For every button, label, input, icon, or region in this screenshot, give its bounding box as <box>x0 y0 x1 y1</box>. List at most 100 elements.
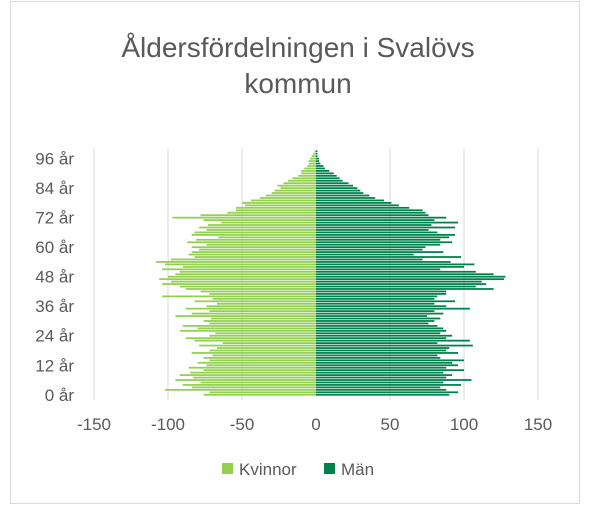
bar-kvinnor-38 <box>194 300 316 303</box>
bar-man-69 <box>316 224 432 226</box>
bar-man-68 <box>316 226 456 229</box>
bar-kvinnor-70 <box>221 221 316 224</box>
bar-kvinnor-91 <box>301 170 316 172</box>
bar-kvinnor-2 <box>165 388 316 391</box>
bar-kvinnor-51 <box>162 268 316 271</box>
y-tick-label: 0 år <box>45 386 75 405</box>
bar-kvinnor-24 <box>209 334 316 337</box>
y-tick-label: 84 år <box>35 179 74 198</box>
bar-man-10 <box>316 369 464 372</box>
bar-kvinnor-77 <box>244 204 316 207</box>
bar-man-63 <box>316 238 441 241</box>
bar-man-22 <box>316 339 470 342</box>
bar-kvinnor-5 <box>200 381 316 384</box>
bar-kvinnor-67 <box>206 229 316 231</box>
bar-man-0 <box>316 393 450 396</box>
bar-kvinnor-34 <box>209 310 316 313</box>
bar-man-1 <box>316 391 459 394</box>
bar-man-97 <box>316 155 318 158</box>
y-tick-label: 72 år <box>35 209 74 228</box>
bar-kvinnor-68 <box>199 226 316 229</box>
bar-man-11 <box>316 366 447 369</box>
bar-man-26 <box>316 329 447 332</box>
bar-man-27 <box>316 327 444 330</box>
legend: Kvinnor Män <box>222 460 374 479</box>
bar-man-51 <box>316 268 441 271</box>
bar-kvinnor-71 <box>203 219 316 221</box>
bar-kvinnor-9 <box>190 371 316 374</box>
x-tick-label: 100 <box>450 415 478 434</box>
bar-man-66 <box>316 231 438 234</box>
bar-kvinnor-75 <box>236 209 316 212</box>
bar-kvinnor-66 <box>194 231 316 234</box>
bar-man-47 <box>316 278 504 281</box>
bar-man-44 <box>316 285 476 288</box>
bar-kvinnor-40 <box>162 295 316 298</box>
bar-kvinnor-59 <box>199 248 316 251</box>
bar-man-85 <box>316 184 353 187</box>
bar-man-30 <box>316 320 435 322</box>
bar-man-98 <box>316 152 318 155</box>
bar-man-55 <box>316 258 423 261</box>
y-axis-tick-labels: 0 år 12 år 24 år 36 år 48 år 60 år 72 år 84 år 9… <box>35 150 74 405</box>
bar-kvinnor-15 <box>203 356 316 359</box>
bar-man-40 <box>316 295 438 298</box>
bar-man-38 <box>316 300 456 303</box>
y-tick-label: 36 år <box>35 297 74 316</box>
series-kvinnor <box>156 150 316 396</box>
bar-kvinnor-14 <box>209 359 316 362</box>
bar-man-79 <box>316 199 385 202</box>
bar-kvinnor-62 <box>187 241 316 244</box>
bar-man-54 <box>316 261 451 263</box>
bar-kvinnor-74 <box>227 211 316 214</box>
bar-kvinnor-73 <box>200 214 316 217</box>
bar-kvinnor-3 <box>191 386 316 389</box>
y-tick-label: 12 år <box>35 356 74 375</box>
x-tick-label: -100 <box>151 415 185 434</box>
bar-man-15 <box>316 356 441 359</box>
bar-kvinnor-96 <box>310 157 316 160</box>
bar-man-14 <box>316 359 464 362</box>
bar-man-89 <box>316 174 337 177</box>
bar-man-71 <box>316 219 435 221</box>
bar-man-8 <box>316 374 453 376</box>
bar-man-83 <box>316 189 361 192</box>
x-axis-tick-labels: -150 -100 -50 0 50 100 150 <box>77 415 552 434</box>
bar-man-17 <box>316 352 459 354</box>
bar-kvinnor-18 <box>209 349 316 352</box>
bar-kvinnor-83 <box>274 189 316 192</box>
bar-kvinnor-93 <box>307 165 316 167</box>
bar-kvinnor-28 <box>182 325 316 327</box>
bar-kvinnor-4 <box>182 384 316 386</box>
bar-kvinnor-50 <box>179 270 316 273</box>
bar-man-93 <box>316 165 324 167</box>
x-tick-label: 50 <box>381 415 400 434</box>
bar-man-96 <box>316 157 319 160</box>
bar-man-67 <box>316 229 429 231</box>
legend-swatch-kvinnor <box>222 463 233 474</box>
bar-kvinnor-99 <box>314 150 316 153</box>
bar-man-86 <box>316 182 349 185</box>
bar-kvinnor-39 <box>212 297 316 300</box>
bar-man-73 <box>316 214 429 217</box>
bar-kvinnor-60 <box>191 246 316 249</box>
bar-man-28 <box>316 325 438 327</box>
x-tick-label: 150 <box>524 415 552 434</box>
bar-man-20 <box>316 344 473 347</box>
bar-kvinnor-65 <box>191 233 316 236</box>
bar-kvinnor-32 <box>175 315 316 317</box>
bar-kvinnor-89 <box>298 174 316 177</box>
bar-man-81 <box>316 194 370 197</box>
bar-man-16 <box>316 354 438 357</box>
bar-man-33 <box>316 312 444 315</box>
bar-man-87 <box>316 179 343 182</box>
bar-kvinnor-12 <box>206 364 316 367</box>
bar-kvinnor-7 <box>193 376 316 379</box>
bar-man-45 <box>316 283 487 285</box>
bar-kvinnor-36 <box>206 305 316 308</box>
bar-man-65 <box>316 233 456 236</box>
bar-man-43 <box>316 288 494 290</box>
bar-man-84 <box>316 187 358 190</box>
bar-kvinnor-46 <box>170 280 316 283</box>
